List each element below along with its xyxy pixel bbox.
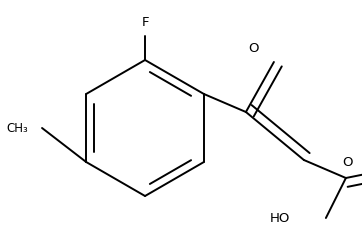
Text: O: O (342, 155, 352, 168)
Text: O: O (248, 41, 258, 54)
Text: CH₃: CH₃ (6, 121, 28, 134)
Text: F: F (141, 15, 149, 28)
Text: HO: HO (270, 212, 290, 225)
